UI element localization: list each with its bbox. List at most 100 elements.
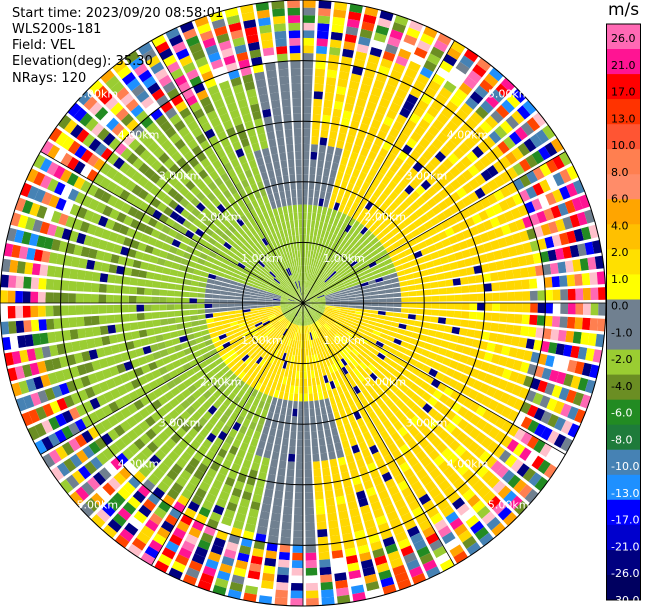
gate-cell [334, 572, 347, 582]
gate-cell [247, 238, 255, 247]
gate-cell [265, 244, 273, 253]
gate-cell [414, 207, 425, 218]
gate-cell [161, 139, 173, 151]
gate-cell [273, 322, 281, 329]
gate-cell [102, 447, 115, 461]
gate-cell [559, 232, 570, 246]
gate-cell [501, 420, 513, 433]
gate-cell [403, 34, 418, 46]
gate-cell [257, 305, 266, 308]
range-label: 3.00km [406, 416, 448, 429]
gate-cell [266, 311, 275, 315]
gate-cell [398, 237, 408, 246]
gate-cell [420, 269, 429, 277]
gate-cell [314, 251, 319, 260]
gate-cell [165, 438, 177, 450]
gate-cell [218, 40, 232, 51]
gate-cell [249, 247, 257, 255]
gate-cell [315, 53, 327, 62]
gate-cell [486, 229, 497, 241]
gate-cell [237, 371, 246, 380]
gate-cell [265, 306, 274, 309]
gate-cell [300, 250, 303, 258]
gate-cell [500, 120, 514, 134]
gate-cell [322, 286, 330, 292]
gate-cell [100, 69, 115, 84]
gate-cell [265, 442, 274, 452]
gate-cell [303, 318, 305, 326]
gate-cell [269, 271, 276, 278]
gate-cell [458, 268, 468, 277]
gate-cell [365, 61, 378, 72]
gate-cell [471, 339, 481, 349]
gate-cell [551, 234, 562, 247]
gate-cell [158, 553, 173, 567]
gate-cell [333, 306, 341, 309]
gate-cell [325, 296, 333, 300]
gate-cell [133, 339, 142, 349]
gate-cell [357, 353, 365, 362]
colorbar-swatch [606, 174, 641, 200]
gate-cell [149, 512, 163, 526]
azimuth-spoke [40, 302, 304, 455]
colorbar-tick-label: 21.0 [611, 59, 636, 72]
gate-cell [299, 378, 303, 387]
gate-cell [378, 303, 387, 307]
gate-cell [102, 368, 113, 379]
gate-cell [506, 181, 518, 195]
gate-cell [337, 594, 351, 604]
gate-cell [357, 154, 367, 164]
gate-cell [547, 430, 560, 445]
gate-cell [308, 292, 315, 298]
gate-cell [315, 321, 321, 329]
gate-cell [158, 431, 170, 443]
gate-cell [340, 213, 347, 222]
gate-cell [399, 415, 410, 426]
gate-cell [303, 295, 305, 303]
gate-cell [80, 180, 92, 193]
gate-cell [321, 343, 328, 352]
gate-cell [470, 460, 484, 473]
gate-cell [295, 303, 303, 306]
gate-cell [241, 205, 249, 215]
gate-cell [497, 140, 510, 154]
gate-cell [578, 194, 591, 209]
gate-cell [186, 333, 195, 341]
gate-cell [268, 234, 275, 243]
gate-cell [510, 207, 522, 220]
gate-cell [350, 324, 359, 330]
gate-cell [362, 292, 371, 296]
gate-cell [291, 316, 297, 324]
gate-cell [516, 463, 530, 478]
gate-cell [348, 11, 362, 21]
gate-cell [71, 470, 86, 485]
gate-cell [265, 324, 273, 330]
gate-cell [274, 266, 281, 274]
gate-cell [224, 345, 234, 353]
gate-cell [462, 346, 472, 356]
gate-cell [461, 195, 473, 207]
gate-cell [378, 307, 387, 311]
gate-cell [244, 483, 254, 494]
gate-cell [114, 438, 127, 451]
gate-cell [427, 419, 439, 431]
gate-cell [119, 161, 131, 174]
gate-cell [184, 272, 193, 280]
gate-cell [363, 68, 376, 79]
gate-cell [61, 441, 75, 456]
gate-cell [277, 222, 283, 231]
gate-cell [172, 445, 184, 457]
gate-cell [410, 190, 421, 201]
gate-cell [250, 341, 258, 349]
gate-cell [161, 182, 173, 194]
gate-cell [307, 290, 312, 297]
gate-cell [451, 414, 463, 426]
gate-cell [272, 304, 281, 307]
gate-cell [493, 250, 503, 260]
gate-cell [87, 184, 99, 197]
gate-cell [195, 133, 207, 145]
gate-cell [365, 355, 374, 364]
gate-cell [240, 537, 253, 548]
gate-cell [279, 191, 286, 200]
gate-cell [340, 180, 348, 190]
